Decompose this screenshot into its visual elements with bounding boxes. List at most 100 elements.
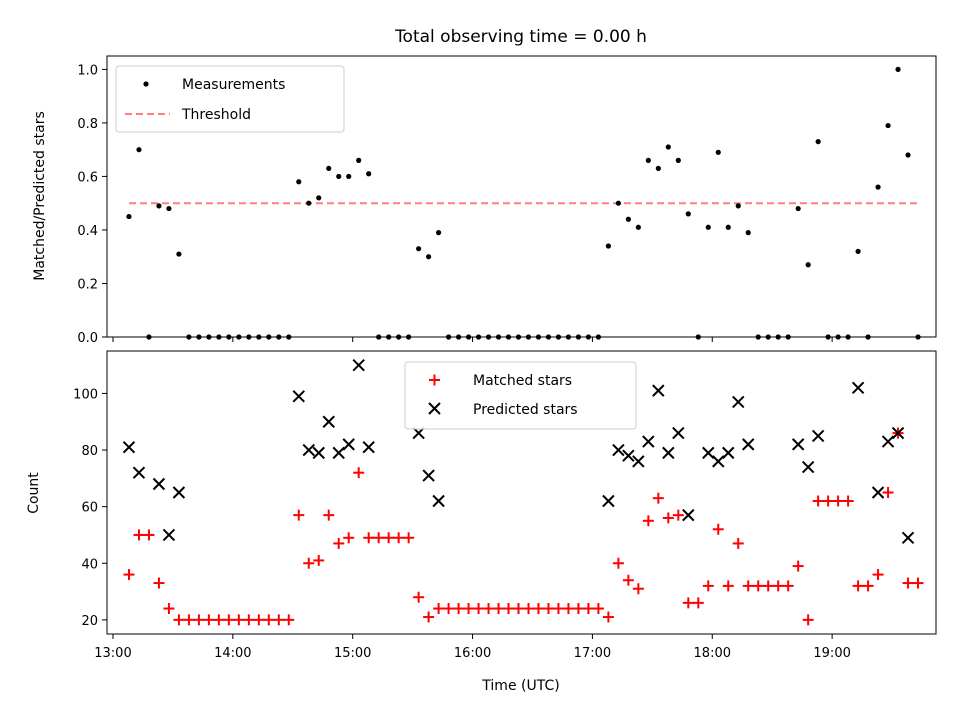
top-x-ticks [112,337,833,342]
matched-stars-legend-label: Matched stars [473,373,572,389]
predicted-stars-point [891,426,905,440]
top-legend-box [115,65,345,133]
matched-stars-point [532,603,544,615]
predicted-stars-point [871,486,885,499]
measurement-point [705,224,711,230]
predicted-stars-point [702,446,715,460]
matched-stars-point [473,603,485,615]
matched-stars-point [652,492,664,504]
bottom-y-tick-label: 100 [73,387,98,402]
matched-stars-point [403,532,415,544]
bottom-legend-box [404,361,637,430]
bottom-y-ticks: 20 40 60 80 100 [73,387,107,629]
predicted-stars-point [712,455,725,468]
matched-stars-point [732,537,744,549]
matched-stars-point [782,580,794,592]
top-panel: Total observing time = 0.00 h Matched/Pr… [32,27,937,346]
matched-stars-point [193,614,205,626]
measurement-point [805,262,811,268]
predicted-stars-point [322,415,335,428]
bottom-y-tick-label: 20 [81,614,98,629]
matched-stars-point [213,614,225,626]
measurement-point [855,248,861,254]
predicted-stars-point [162,528,176,542]
measurement-point [326,165,332,171]
measurement-point [725,224,731,230]
matched-stars-point [542,603,554,615]
matched-stars-point [153,577,165,589]
matched-stars-point [353,467,365,479]
bottom-y-tick-label: 80 [81,444,98,459]
matched-stars-point [493,603,505,615]
measurement-point [136,147,142,153]
matched-stars-point [203,614,215,626]
measurement-point [635,224,641,230]
predicted-stars-point [791,438,805,451]
measurement-point [815,139,821,145]
predicted-stars-point [801,460,815,474]
matched-stars-point [792,560,804,572]
matched-stars-point [283,614,295,626]
measurement-point [356,157,362,163]
predicted-stars-point [432,494,445,508]
measurement-point [126,213,132,220]
matched-stars-point [453,603,465,615]
matched-stars-point [642,515,654,527]
predicted-stars-point [352,358,365,372]
matched-stars-point [702,580,714,592]
predicted-stars-point [732,395,745,409]
measurement-point [615,200,621,206]
measurement-point [735,203,741,209]
matched-stars-point [143,529,155,541]
top-y-tick-label: 0.6 [77,170,98,185]
measurement-point [905,152,911,158]
predicted-stars-point [881,435,895,448]
predicted-stars-point [602,494,615,508]
matched-stars-point [483,603,495,615]
bottom-plot-frame [106,350,937,635]
matched-stars-point [333,537,345,549]
predicted-stars-point [901,531,915,544]
predicted-stars-point [851,381,865,394]
matched-stars-point [722,580,734,592]
matched-stars-point [562,603,574,615]
matched-stars-point [133,529,145,541]
matched-stars-point [552,603,564,615]
top-y-tick-label: 0.4 [77,224,98,239]
x-tick-label: 17:00 [574,646,611,661]
matched-stars-point [712,523,724,535]
predicted-stars-legend-marker [428,402,441,415]
top-y-tick-label: 1.0 [77,63,98,78]
measurement-point [426,254,432,260]
bottom-y-axis-label: Count [26,472,42,514]
matched-stars-legend-marker [429,374,440,386]
threshold-legend-label: Threshold [181,107,251,123]
matched-stars-point [293,509,305,521]
measurement-point [336,173,342,180]
bottom-y-tick-label: 60 [81,501,98,516]
matched-stars-point [632,583,644,595]
x-tick-label: 18:00 [694,646,731,661]
measurement-point [745,230,751,236]
matched-stars-point [433,603,445,615]
bottom-y-tick-label: 40 [81,557,98,572]
chart-title: Total observing time = 0.00 h [394,27,647,47]
x-tick-label: 16:00 [454,646,491,661]
predicted-stars-point [642,435,655,448]
matched-stars-point [682,597,694,609]
top-y-tick-label: 0.0 [77,331,98,346]
matched-stars-point [672,509,684,521]
predicted-stars-point [152,477,166,491]
matched-stars-point [582,603,594,615]
predicted-stars-point [362,441,375,454]
matched-stars-point [772,580,784,592]
measurement-point [685,211,691,217]
matched-stars-point [912,577,924,589]
matched-stars-point [832,495,844,507]
measurement-point [176,251,182,257]
predicted-stars-point [122,441,136,454]
matched-stars-point [862,580,874,592]
matched-stars-point [802,614,814,626]
predicted-stars-point [342,438,355,451]
